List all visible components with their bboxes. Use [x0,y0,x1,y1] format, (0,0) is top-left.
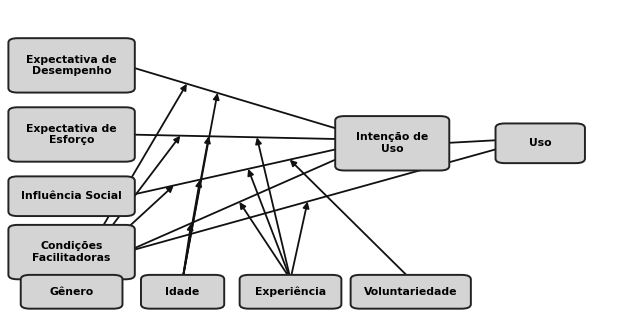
FancyBboxPatch shape [21,275,122,309]
Text: Gênero: Gênero [49,287,94,297]
Text: Condições
Facilitadoras: Condições Facilitadoras [32,241,111,263]
FancyBboxPatch shape [9,38,135,93]
Text: Expectativa de
Esforço: Expectativa de Esforço [27,124,117,145]
Text: Idade: Idade [166,287,200,297]
FancyBboxPatch shape [9,176,135,216]
FancyBboxPatch shape [496,124,585,163]
Text: Influência Social: Influência Social [21,191,122,201]
FancyBboxPatch shape [141,275,224,309]
FancyBboxPatch shape [240,275,341,309]
FancyBboxPatch shape [9,225,135,279]
Text: Expectativa de
Desempenho: Expectativa de Desempenho [27,55,117,76]
Text: Experiência: Experiência [255,287,326,297]
Text: Voluntariedade: Voluntariedade [364,287,457,297]
FancyBboxPatch shape [9,107,135,162]
Text: Intenção de
Uso: Intenção de Uso [356,132,428,154]
FancyBboxPatch shape [335,116,449,171]
FancyBboxPatch shape [350,275,471,309]
Text: Uso: Uso [529,138,551,148]
